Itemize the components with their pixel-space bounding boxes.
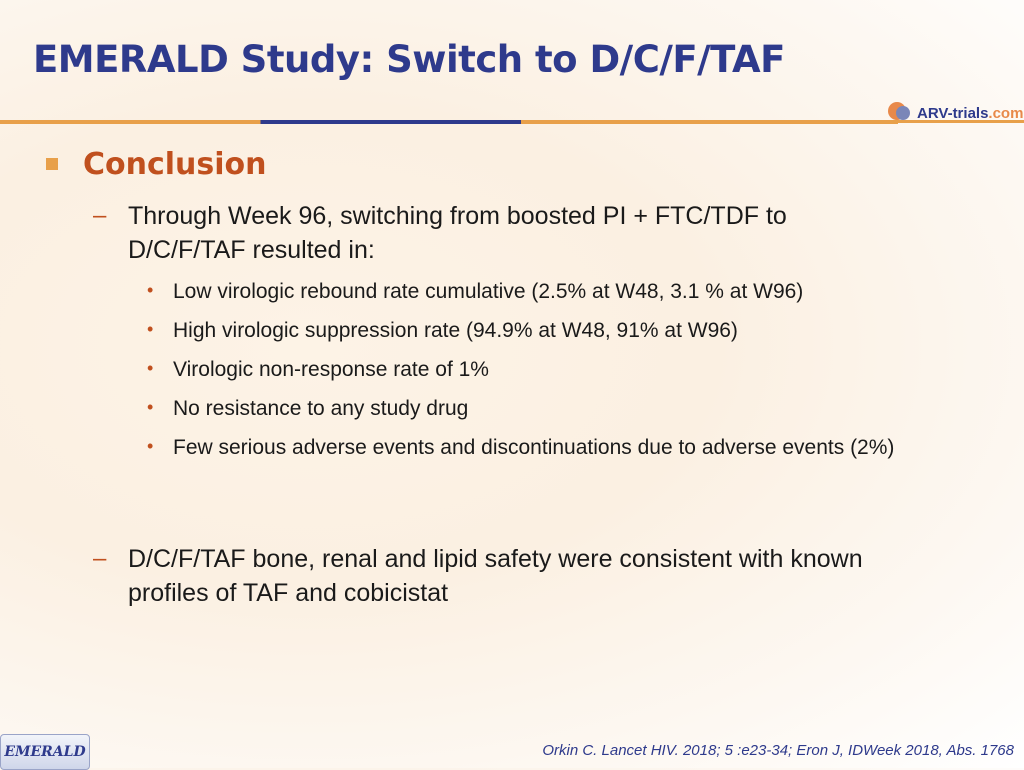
- dot-bullet-icon: •: [147, 436, 154, 456]
- point-1: Through Week 96, switching from boosted …: [128, 202, 787, 264]
- dot-bullet-icon: •: [147, 397, 154, 417]
- logo-brand: ARV-trials: [917, 104, 989, 122]
- emerald-badge: EMERALD: [0, 734, 90, 770]
- dash-bullet-icon: –: [93, 202, 107, 229]
- dot-bullet-icon: •: [147, 358, 154, 378]
- dot-bullet-icon: •: [147, 319, 154, 339]
- header-rule: [0, 120, 898, 124]
- logo-mark-icon: [888, 100, 914, 126]
- slide-title: EMERALD Study: Switch to D/C/F/TAF: [33, 38, 785, 81]
- arv-trials-logo: ARV-trials.com: [888, 100, 1023, 126]
- point-2: D/C/F/TAF bone, renal and lipid safety w…: [128, 545, 863, 607]
- subpoint-4: No resistance to any study drug: [173, 397, 469, 420]
- subpoint-1: Low virologic rebound rate cumulative (2…: [173, 280, 804, 303]
- subpoint-5: Few serious adverse events and discontin…: [173, 436, 895, 459]
- section-heading: Conclusion: [83, 147, 267, 182]
- dash-bullet-icon: –: [93, 545, 107, 572]
- subpoint-3: Virologic non-response rate of 1%: [173, 358, 489, 381]
- square-bullet-icon: [46, 158, 58, 170]
- header-rule-right: [898, 120, 1024, 123]
- dot-bullet-icon: •: [147, 280, 154, 300]
- subpoint-2: High virologic suppression rate (94.9% a…: [173, 319, 738, 342]
- logo-suffix: .com: [988, 104, 1024, 122]
- citation: Orkin C. Lancet HIV. 2018; 5 :e23-34; Er…: [542, 742, 1014, 759]
